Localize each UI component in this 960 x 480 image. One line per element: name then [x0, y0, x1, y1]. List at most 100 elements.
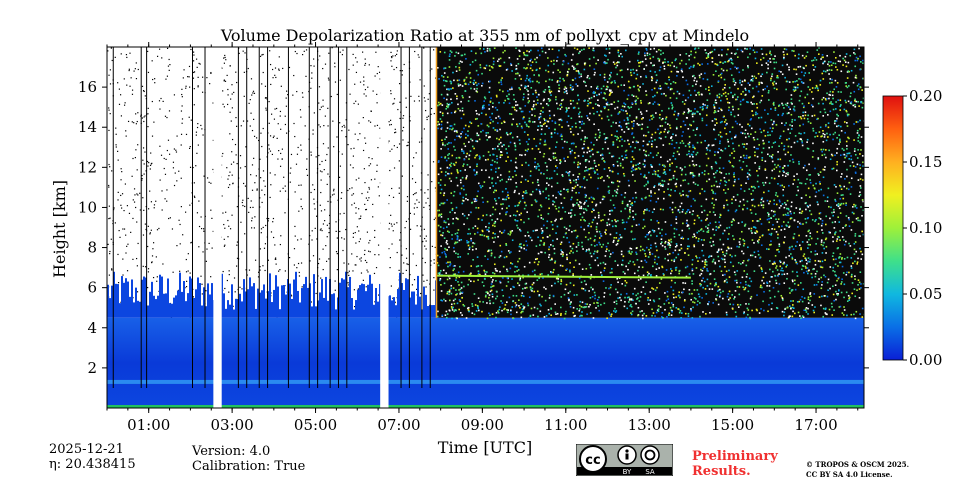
sparse-pixel — [415, 152, 417, 154]
noise-pixel — [627, 179, 630, 182]
sparse-pixel — [359, 258, 361, 260]
sparse-pixel — [366, 269, 368, 271]
sparse-pixel — [135, 62, 137, 64]
sparse-pixel — [198, 246, 200, 248]
noise-pixel — [583, 63, 586, 66]
sparse-pixel — [376, 102, 378, 104]
noise-pixel — [760, 198, 763, 201]
noise-pixel — [720, 99, 722, 102]
noise-pixel — [528, 138, 530, 141]
noise-pixel — [679, 54, 682, 56]
noise-pixel — [490, 118, 492, 121]
noise-pixel — [589, 277, 592, 280]
noise-pixel — [548, 158, 550, 160]
noise-pixel — [736, 286, 739, 288]
noise-pixel — [861, 253, 864, 256]
noise-pixel — [786, 264, 788, 267]
noise-pixel — [668, 239, 671, 242]
sparse-pixel — [374, 178, 376, 180]
noise-pixel — [861, 199, 864, 201]
noise-pixel — [508, 205, 510, 207]
sparse-pixel — [144, 115, 146, 117]
noise-pixel — [526, 125, 528, 127]
noise-pixel — [858, 296, 861, 299]
noise-pixel — [809, 292, 812, 294]
noise-pixel — [442, 194, 445, 197]
sparse-pixel — [354, 264, 356, 266]
noise-pixel — [440, 123, 443, 126]
noise-pixel — [699, 315, 701, 318]
sparse-pixel — [368, 242, 370, 244]
sparse-pixel — [342, 249, 344, 252]
boundary-layer-column — [171, 303, 173, 318]
noise-pixel — [770, 177, 773, 179]
noise-pixel — [455, 66, 457, 68]
noise-pixel — [581, 301, 584, 304]
sparse-pixel — [108, 205, 110, 207]
sparse-pixel — [151, 162, 153, 164]
noise-pixel — [529, 59, 532, 62]
sparse-pixel — [299, 109, 302, 111]
noise-pixel — [587, 102, 590, 105]
noise-pixel — [778, 245, 781, 247]
noise-pixel — [804, 114, 807, 117]
sparse-pixel — [221, 195, 223, 197]
sparse-pixel — [252, 206, 254, 209]
noise-pixel — [590, 101, 592, 104]
boundary-layer-column — [341, 278, 343, 318]
noise-pixel — [524, 121, 526, 124]
noise-pixel — [808, 72, 811, 74]
sparse-pixel — [181, 93, 183, 96]
noise-pixel — [843, 296, 845, 299]
sparse-pixel — [261, 201, 263, 204]
sparse-pixel — [184, 287, 186, 289]
sparse-pixel — [326, 224, 328, 226]
noise-pixel — [445, 130, 447, 133]
noise-pixel — [602, 243, 605, 246]
noise-pixel — [845, 224, 847, 226]
noise-pixel — [603, 76, 606, 79]
sparse-pixel — [126, 205, 129, 207]
noise-pixel — [533, 138, 535, 140]
noise-pixel — [769, 268, 771, 271]
sparse-pixel — [277, 123, 279, 125]
noise-pixel — [657, 197, 659, 200]
noise-pixel — [586, 313, 588, 316]
sparse-pixel — [395, 131, 397, 133]
sparse-pixel — [294, 235, 296, 237]
noise-pixel — [474, 81, 477, 84]
noise-pixel — [472, 227, 474, 229]
sparse-pixel — [403, 63, 405, 66]
noise-pixel — [654, 170, 657, 173]
noise-pixel — [445, 254, 447, 256]
noise-pixel — [496, 129, 498, 131]
noise-pixel — [833, 270, 836, 273]
noise-pixel — [842, 153, 845, 156]
sparse-pixel — [141, 85, 144, 87]
noise-pixel — [610, 125, 613, 128]
sparse-pixel — [243, 71, 245, 73]
noise-pixel — [733, 238, 735, 241]
noise-pixel — [688, 227, 691, 230]
noise-pixel — [818, 278, 820, 280]
noise-pixel — [477, 182, 480, 185]
noise-pixel — [527, 274, 530, 276]
noise-pixel — [783, 282, 786, 284]
boundary-layer-signal — [107, 271, 864, 408]
noise-pixel — [475, 265, 478, 268]
noise-pixel — [854, 98, 856, 101]
noise-pixel — [726, 98, 728, 100]
noise-pixel — [720, 270, 723, 273]
noise-pixel — [516, 135, 519, 138]
noise-pixel — [454, 211, 456, 214]
noise-pixel — [542, 236, 544, 239]
sparse-pixel — [356, 61, 358, 63]
noise-pixel — [628, 107, 631, 109]
noise-pixel — [590, 255, 593, 258]
noise-pixel — [761, 82, 763, 84]
sparse-pixel — [351, 204, 353, 206]
noise-pixel — [568, 107, 570, 109]
noise-pixel — [691, 213, 694, 216]
sparse-pixel — [391, 225, 393, 227]
noise-pixel — [637, 97, 639, 100]
